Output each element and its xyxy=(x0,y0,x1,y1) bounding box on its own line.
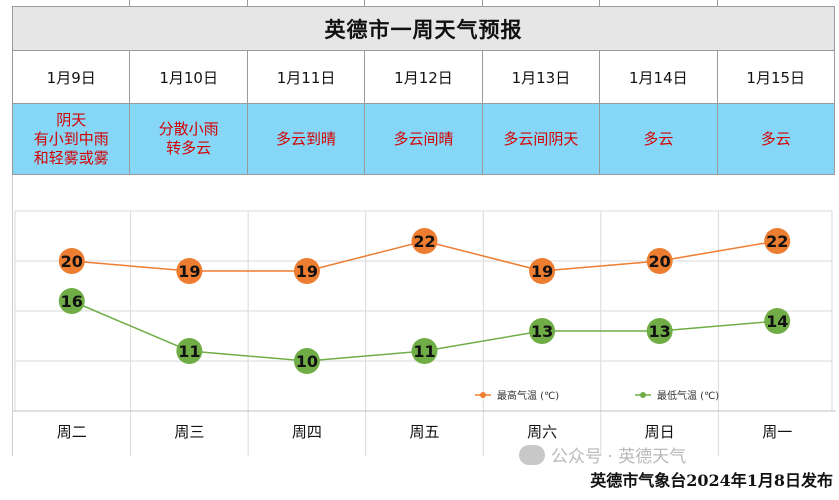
page-title: 英德市一周天气预报 xyxy=(12,6,835,51)
legend-label: 最高气温 (℃) xyxy=(497,389,559,402)
x-tick-label: 周三 xyxy=(174,423,204,441)
data-point-low xyxy=(58,288,85,314)
weather-cell: 多云到晴 xyxy=(247,104,366,175)
forecast-table: 英德市一周天气预报 1月9日 1月10日 1月11日 1月12日 1月13日 1月14日 1… xyxy=(12,0,836,500)
data-label-low: 16 xyxy=(61,292,83,311)
data-point-high xyxy=(646,248,673,274)
date-cell: 1月10日 xyxy=(130,51,248,104)
date-cell: 1月14日 xyxy=(600,51,718,104)
weather-cell: 多云 xyxy=(600,104,718,175)
issuer-footer: 英德市气象台2024年1月8日发布 xyxy=(590,471,833,490)
wechat-icon xyxy=(519,444,545,465)
x-tick-label: 周二 xyxy=(57,423,87,441)
data-point-high xyxy=(529,258,556,284)
weather-cell: 多云间晴 xyxy=(365,104,483,175)
date-cell: 1月11日 xyxy=(247,51,366,104)
data-label-low: 11 xyxy=(413,342,435,361)
data-point-high xyxy=(293,258,320,284)
weather-text: 多云 xyxy=(760,129,791,148)
data-point-high xyxy=(58,248,85,274)
data-label-high: 20 xyxy=(649,252,671,271)
watermark-text: 公众号 · 英德天气 xyxy=(551,447,687,467)
weather-text: 多云到晴 xyxy=(276,129,337,148)
temperature-chart-svg: 20 19 19 22 19 20 22 16 11 10 11 13 13 14 周二 周三 周四 周五 周六 周日… xyxy=(13,210,836,456)
x-tick-label: 周一 xyxy=(762,423,792,441)
weather-row: 阴天 有小到中雨 和轻雾或雾 分散小雨 转多云 多云到晴 多云间晴 多云间阴天 多云 多云 xyxy=(12,104,835,175)
data-point-high xyxy=(176,258,203,284)
date-cell: 1月12日 xyxy=(365,51,483,104)
data-point-low xyxy=(293,348,320,374)
data-point-low xyxy=(646,318,673,344)
weather-cell: 分散小雨 转多云 xyxy=(130,104,248,175)
legend-marker xyxy=(480,392,486,398)
data-point-low xyxy=(529,318,556,344)
date-row: 1月9日 1月10日 1月11日 1月12日 1月13日 1月14日 1月15日 xyxy=(12,51,835,104)
data-point-low xyxy=(176,338,203,364)
temperature-chart: 20 19 19 22 19 20 22 16 11 10 11 13 13 14 周二 周三 周四 周五 周六 周日… xyxy=(12,175,836,456)
data-label-low: 10 xyxy=(296,352,318,371)
weather-text: 分散小雨 转多云 xyxy=(158,120,219,157)
data-label-high: 22 xyxy=(766,232,788,251)
data-point-high xyxy=(764,228,791,254)
data-label-high: 20 xyxy=(61,252,83,271)
date-cell: 1月13日 xyxy=(482,51,601,104)
weather-text: 阴天 有小到中雨 和轻雾或雾 xyxy=(33,110,109,167)
weather-cell: 多云间阴天 xyxy=(482,104,601,175)
data-label-high: 19 xyxy=(296,262,318,281)
weather-cell: 多云 xyxy=(717,104,835,175)
x-tick-label: 周六 xyxy=(527,423,557,441)
date-cell: 1月9日 xyxy=(12,51,131,104)
weather-text: 多云 xyxy=(643,129,674,148)
data-label-high: 19 xyxy=(531,262,553,281)
x-tick-label: 周五 xyxy=(409,423,439,441)
date-cell: 1月15日 xyxy=(717,51,835,104)
legend-label: 最低气温 (℃) xyxy=(657,389,719,402)
data-label-low: 14 xyxy=(766,312,788,331)
weather-cell: 阴天 有小到中雨 和轻雾或雾 xyxy=(12,104,131,175)
weather-text: 多云间阴天 xyxy=(503,129,579,148)
x-tick-label: 周日 xyxy=(645,423,675,441)
data-label-high: 22 xyxy=(413,232,435,251)
data-point-low xyxy=(411,338,438,364)
data-point-high xyxy=(411,228,438,254)
x-tick-label: 周四 xyxy=(292,423,322,441)
legend-marker xyxy=(640,392,646,398)
data-label-low: 11 xyxy=(178,342,200,361)
data-point-low xyxy=(764,308,791,334)
watermark: 公众号 · 英德天气 xyxy=(519,442,686,467)
data-label-low: 13 xyxy=(649,322,671,341)
data-label-low: 13 xyxy=(531,322,553,341)
weather-text: 多云间晴 xyxy=(393,129,454,148)
data-label-high: 19 xyxy=(178,262,200,281)
